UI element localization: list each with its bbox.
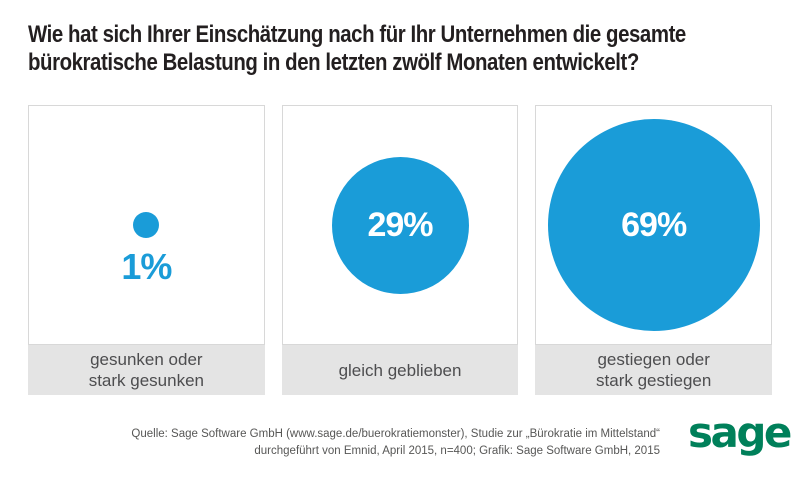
chart-title-line-1: Wie hat sich Ihrer Einschätzung nach für… — [28, 21, 686, 48]
sage-logo: sage — [688, 408, 792, 457]
category-label-line: stark gestiegen — [596, 371, 712, 390]
bubble-circle: 29% — [331, 156, 469, 294]
chart-title-line-2: bürokratische Belastung in den letzten z… — [28, 49, 639, 76]
chart-panel: 29% gleich geblieben — [281, 105, 519, 395]
percent-label: 29% — [367, 205, 433, 244]
percent-label: 1% — [121, 246, 172, 287]
panel-plot-area: 69% — [535, 105, 773, 345]
category-label: gestiegen oder stark gestiegen — [535, 345, 773, 395]
source-line-2: durchgeführt von Emnid, April 2015, n=40… — [254, 444, 660, 457]
category-label: gesunken oder stark gesunken — [28, 345, 265, 395]
chart-title: Wie hat sich Ihrer Einschätzung nach für… — [28, 21, 686, 77]
source-line-1: Quelle: Sage Software GmbH (www.sage.de/… — [131, 428, 660, 440]
percent-label: 69% — [621, 205, 687, 244]
category-label: gleich geblieben — [281, 345, 519, 395]
panel-plot-area: 1% — [28, 105, 265, 345]
panel-plot-area: 29% — [281, 105, 519, 345]
chart-panels: 1% gesunken oder stark gesunken 29% gleich g… — [28, 105, 773, 395]
chart-panel: 1% gesunken oder stark gesunken — [28, 105, 265, 395]
category-label-line: gestiegen oder — [597, 350, 710, 369]
category-label-line: gleich geblieben — [338, 360, 462, 380]
bubble-circle — [133, 212, 160, 238]
category-label-line: stark gesunken — [88, 371, 204, 390]
source-attribution: Quelle: Sage Software GmbH (www.sage.de/… — [131, 426, 660, 459]
category-label-line: gesunken oder — [90, 350, 203, 369]
chart-panel: 69% gestiegen oder stark gestiegen — [535, 105, 773, 395]
bubble-circle: 69% — [547, 119, 760, 331]
